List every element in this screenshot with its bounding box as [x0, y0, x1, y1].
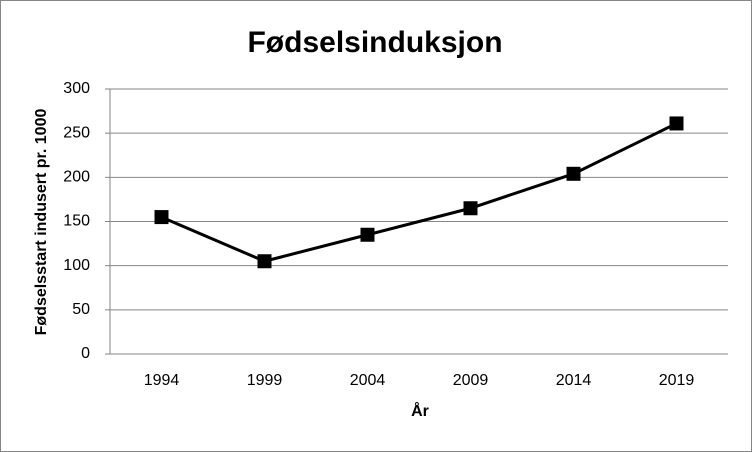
y-tick-label: 200 — [63, 169, 90, 186]
marker — [154, 210, 169, 225]
marker — [463, 201, 478, 216]
x-axis-label: År — [411, 401, 429, 420]
x-tick-label: 1994 — [144, 372, 180, 389]
y-tick-label: 50 — [72, 301, 90, 318]
y-tick-label: 250 — [63, 124, 90, 141]
x-tick-label: 2009 — [453, 372, 489, 389]
x-tick-label: 2014 — [556, 372, 592, 389]
marker — [566, 166, 581, 181]
marker — [257, 254, 272, 269]
marker — [360, 227, 375, 242]
x-tick-label: 2004 — [350, 372, 386, 389]
chart-title: Fødselsinduksjon — [247, 26, 502, 59]
y-tick-label: 100 — [63, 257, 90, 274]
x-tick-label: 2019 — [659, 372, 695, 389]
line — [160, 122, 678, 263]
y-tick-label: 300 — [63, 80, 90, 97]
marker — [669, 116, 684, 131]
x-tick-label: 1999 — [247, 372, 283, 389]
y-tick-label: 150 — [63, 213, 90, 230]
y-tick-label: 0 — [81, 345, 90, 362]
y-axis-label: Fødselsstart indusert pr. 1000 — [33, 109, 50, 336]
